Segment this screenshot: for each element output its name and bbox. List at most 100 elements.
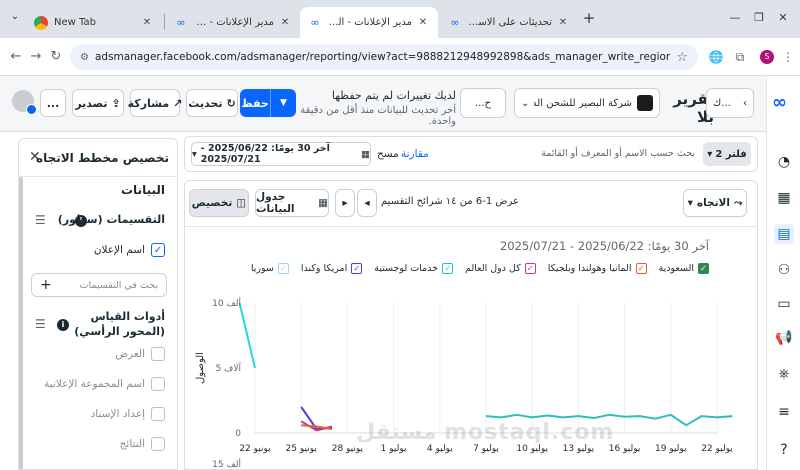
- customize-trend-panel: ✕ تخصيص مخطط الاتجاه البيانات ☰ i التقسي…: [18, 138, 178, 470]
- tab-new-tab[interactable]: New Tab ✕: [26, 7, 162, 38]
- export-button[interactable]: تصدير ⇪: [72, 89, 124, 117]
- metrics-label: أدوات القياس (المحور الرأسي): [74, 310, 165, 338]
- date-range-picker[interactable]: ▾ آخر 30 يومًا: 2025/06/22 - 2025/07/21 …: [191, 142, 371, 166]
- drag-handle-icon[interactable]: ☰: [35, 213, 46, 227]
- tab-search-icon[interactable]: ⌄: [10, 11, 20, 22]
- calendar-icon: ▦: [361, 148, 370, 160]
- pager-next-button[interactable]: ▸: [335, 189, 355, 217]
- add-icon[interactable]: +: [40, 277, 52, 293]
- legend-item[interactable]: ✓ المانيا وهولندا وبلجيكا: [548, 263, 647, 274]
- compare-link[interactable]: مقارنة: [401, 148, 429, 160]
- tab-ads-manager-reporting[interactable]: ∞ مدير الإعلانات - التقارير - عرض ✕: [300, 7, 438, 38]
- new-tab-button[interactable]: +: [582, 9, 596, 27]
- breakdown-search-input[interactable]: بحث في التقسيمات +: [31, 273, 167, 297]
- metric-checkbox-row[interactable]: اسم المجموعة الإعلانية: [44, 377, 165, 391]
- bookmark-star-icon[interactable]: ☆: [676, 49, 688, 65]
- browser-menu-icon[interactable]: ⋮: [782, 50, 794, 64]
- x-tick-label: يوليو 1: [381, 444, 407, 454]
- legend-item[interactable]: ✓ كل دول العالم: [465, 263, 536, 274]
- checkbox-checked[interactable]: ✓: [151, 243, 165, 257]
- share-button[interactable]: مشاركة ↗: [128, 89, 182, 117]
- save-options-caret[interactable]: ▼: [270, 89, 296, 117]
- y-tick-label: 10 ألف: [212, 297, 241, 309]
- legend-checkbox[interactable]: ✓: [635, 263, 647, 274]
- legend-item[interactable]: ✓ السعودية: [659, 263, 709, 274]
- ad-account-selector[interactable]: ⌄ شركة البصير للشحن الدو...: [514, 88, 660, 118]
- panel-scrollbar[interactable]: [19, 177, 23, 469]
- chrome-icon: [34, 15, 48, 30]
- checkbox-unchecked[interactable]: [151, 437, 165, 451]
- legend-checkbox[interactable]: ✓: [442, 263, 454, 274]
- extensions-icon[interactable]: ⧉: [735, 50, 745, 64]
- refresh-button[interactable]: تحديث ↻: [186, 89, 238, 117]
- breakdown-checkbox-row[interactable]: ✓ اسم الإعلان: [94, 243, 165, 257]
- second-chart-y-tick: 15 ألف: [212, 458, 241, 470]
- close-icon[interactable]: ✕: [29, 149, 41, 165]
- close-tab-icon[interactable]: ✕: [142, 17, 152, 28]
- meta-icon: ∞: [176, 16, 186, 29]
- filter-button[interactable]: ▾ 2 فلتر: [703, 142, 751, 166]
- address-bar[interactable]: ⚙ adsmanager.facebook.com/adsmanager/rep…: [70, 44, 698, 70]
- checkbox-unchecked[interactable]: [151, 347, 165, 361]
- checkbox-unchecked[interactable]: [151, 407, 165, 421]
- close-tab-icon[interactable]: ✕: [280, 17, 290, 28]
- clear-link[interactable]: مسح: [377, 148, 399, 160]
- close-tab-icon[interactable]: ✕: [418, 17, 428, 28]
- x-tick-label: يوليو 7: [473, 444, 499, 454]
- report-switcher[interactable]: ك... ‹: [706, 88, 754, 118]
- help-icon[interactable]: ?: [780, 442, 788, 458]
- megaphone-icon[interactable]: 📢: [775, 330, 793, 346]
- minimize-icon[interactable]: —: [729, 11, 741, 24]
- tab-targeting-updates[interactable]: ∞ تحديثات على الاستهداف التفصيلي ✕: [440, 7, 578, 38]
- metric-checkbox-row[interactable]: العرض: [115, 347, 165, 361]
- unsaved-changes-notice: لديك تغييرات لم يتم حفظها آخر تحديث للبي…: [300, 89, 456, 127]
- menu-icon[interactable]: ≡: [778, 404, 790, 420]
- site-info-icon[interactable]: ⚙: [80, 51, 89, 63]
- window-close-icon[interactable]: ✕: [778, 11, 788, 24]
- tab-ads-manager-manage[interactable]: ∞ مدير الإعلانات - إدارة الإعلانات ✕: [166, 7, 300, 38]
- account-short-button[interactable]: ...ح: [460, 88, 506, 118]
- restore-icon[interactable]: ❐: [754, 11, 764, 24]
- legend-item[interactable]: ✓ سوريا: [251, 263, 289, 274]
- legend-checkbox[interactable]: ✓: [524, 263, 536, 274]
- close-tab-icon[interactable]: ✕: [558, 17, 568, 28]
- reports-icon[interactable]: ▤: [774, 224, 794, 244]
- legend-item[interactable]: ✓ خدمات لوجستية: [374, 263, 454, 274]
- drag-handle-icon[interactable]: ☰: [35, 317, 46, 331]
- watermark: مستقل mostaql.com: [356, 420, 615, 445]
- audiences-icon[interactable]: ⚇: [777, 262, 791, 278]
- metric-checkbox-row[interactable]: النتائج: [120, 437, 165, 451]
- legend-checkbox[interactable]: ✓: [277, 263, 289, 274]
- table-icon[interactable]: ▦: [777, 190, 791, 206]
- user-avatar[interactable]: [12, 90, 37, 115]
- breakdowns-label: التقسيمات (سطور): [57, 213, 165, 226]
- chart-type-selector[interactable]: ▾ الاتجاه ⤳: [683, 189, 747, 217]
- pager-text: عرض 1-6 من ١٤ شرائح التقسيم: [381, 196, 519, 207]
- customize-button[interactable]: تخصيص ◫: [189, 189, 249, 217]
- filter-search-input[interactable]: بحث حسب الاسم أو المعرف أو القائمة: [541, 148, 695, 159]
- browser-profile-avatar[interactable]: S: [760, 50, 774, 64]
- dashboard-icon[interactable]: ◔: [777, 154, 791, 170]
- legend-checkbox[interactable]: ✓: [698, 263, 709, 274]
- data-table-button[interactable]: جدول البيانات ▦: [255, 189, 329, 217]
- pager-prev-button[interactable]: ◂: [357, 189, 377, 217]
- legend-item[interactable]: ✓ امريكا وكندا: [301, 263, 363, 274]
- x-tick-label: يونيو 28: [332, 444, 364, 454]
- info-icon[interactable]: i: [75, 215, 87, 227]
- legend-checkbox[interactable]: ✓: [351, 263, 363, 274]
- meta-logo-icon[interactable]: ∞: [772, 92, 787, 113]
- more-options-button[interactable]: ...: [40, 89, 66, 117]
- back-icon[interactable]: ←: [10, 49, 22, 64]
- x-tick-label: يونيو 22: [239, 444, 271, 454]
- info-icon[interactable]: i: [57, 319, 69, 331]
- y-tick-label: 0: [235, 429, 241, 439]
- checkbox-unchecked[interactable]: [151, 377, 165, 391]
- reload-icon[interactable]: ↻: [50, 49, 62, 64]
- billing-icon[interactable]: ▭: [777, 296, 791, 312]
- url-text: adsmanager.facebook.com/adsmanager/repor…: [94, 51, 671, 63]
- save-button[interactable]: حفظ: [240, 89, 270, 117]
- metric-checkbox-row[interactable]: إعداد الإسناد: [91, 407, 165, 421]
- events-icon[interactable]: ⎈: [778, 366, 790, 382]
- forward-icon[interactable]: →: [30, 49, 42, 64]
- translate-icon[interactable]: 🌐: [708, 50, 724, 64]
